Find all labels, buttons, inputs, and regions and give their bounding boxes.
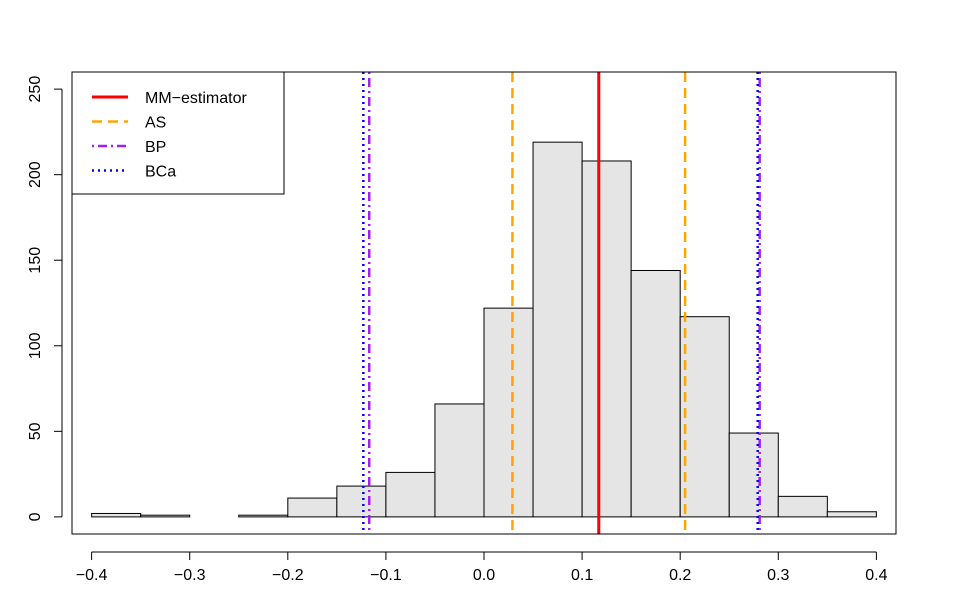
- y-tick-label: 100: [27, 332, 44, 359]
- x-tick-label: 0.0: [473, 567, 495, 584]
- legend-label: AS: [145, 115, 166, 132]
- x-tick-label: −0.4: [76, 567, 108, 584]
- legend-label: BCa: [145, 164, 176, 181]
- histogram-bar-15: [826, 511, 877, 518]
- y-tick-label: 50: [27, 422, 44, 440]
- y-tick-label: 200: [27, 161, 44, 188]
- histogram-bar-11: [630, 269, 681, 518]
- x-tick-label: 0.4: [865, 567, 887, 584]
- plot-frame: [71, 71, 897, 535]
- histogram-bar-14: [777, 495, 828, 518]
- x-tick-label: −0.2: [272, 567, 304, 584]
- histogram-bar-13: [728, 432, 779, 518]
- histogram-bar-7: [434, 403, 485, 518]
- x-tick-label: 0.2: [669, 567, 691, 584]
- histogram-bar-9: [532, 141, 583, 518]
- x-tick-label: −0.3: [174, 567, 206, 584]
- y-tick-label: 150: [27, 247, 44, 274]
- x-tick-label: 0.3: [767, 567, 789, 584]
- y-axis: 0 50 100 150 200 250: [27, 76, 63, 521]
- histogram-bar-8: [483, 307, 534, 518]
- legend: MM−estimator AS BP BCa: [71, 71, 285, 195]
- histogram-bar-0: [91, 512, 142, 518]
- x-tick-label: 0.1: [571, 567, 593, 584]
- histogram-bar-12: [679, 316, 730, 518]
- interval-lines: [362, 72, 761, 534]
- x-axis: −0.4 −0.3 −0.2 −0.1 0.0 0.1 0.2 0.3 0.4: [76, 551, 888, 584]
- histogram-bar-5: [336, 485, 387, 518]
- histogram-bar-3: [238, 514, 289, 518]
- histogram-bars: [91, 141, 877, 518]
- y-tick-label: 0: [27, 512, 44, 521]
- histogram-bar-10: [581, 160, 632, 518]
- legend-label: MM−estimator: [145, 90, 247, 107]
- histogram-bar-1: [140, 514, 191, 518]
- legend-box: [71, 71, 285, 195]
- y-tick-label: 250: [27, 76, 44, 103]
- legend-label: BP: [145, 139, 166, 156]
- histogram-bar-6: [385, 471, 436, 518]
- histogram-bar-4: [287, 497, 338, 518]
- x-tick-label: −0.1: [370, 567, 402, 584]
